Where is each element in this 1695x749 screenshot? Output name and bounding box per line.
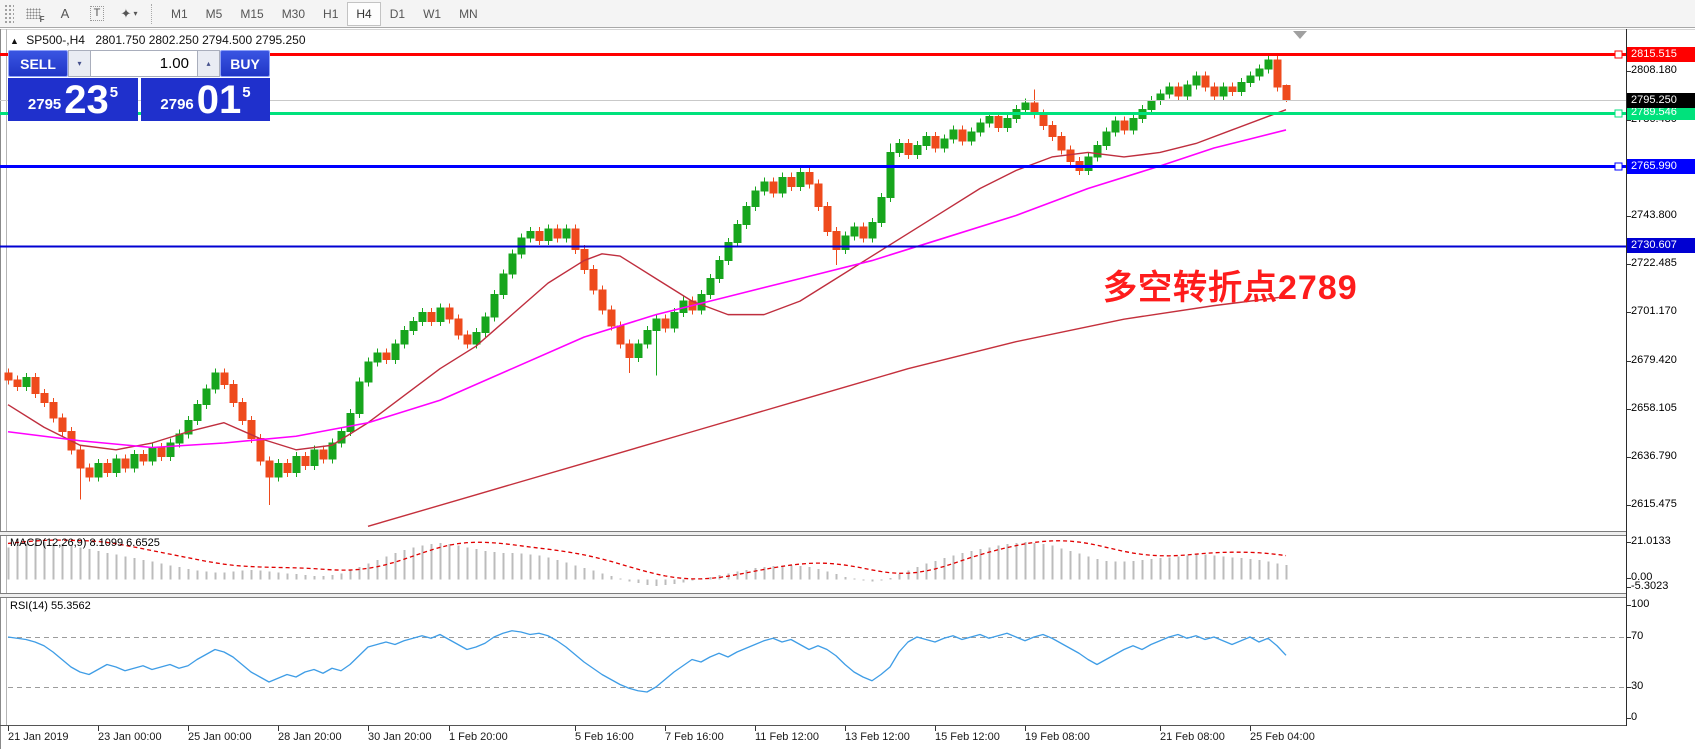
collapse-arrow-icon[interactable]: ▲ xyxy=(10,36,19,46)
toolbar-grip[interactable] xyxy=(4,3,14,24)
price-line-label: 2789.546 xyxy=(1627,105,1695,121)
time-axis-label: 23 Jan 00:00 xyxy=(98,731,162,743)
buy-button[interactable]: BUY xyxy=(220,50,270,77)
buy-price-small: 2796 xyxy=(160,96,194,113)
rsi-label: RSI(14) 55.3562 xyxy=(10,600,91,612)
axis-label: 21.0133 xyxy=(1631,535,1671,548)
axis-label: 30 xyxy=(1631,680,1644,692)
one-click-trading-panel: SELL ▾ 1.00 ▴ BUY 2795 23 5 2796 01 5 xyxy=(8,50,270,121)
dot-grid-icon: F xyxy=(25,8,45,24)
volume-increase-button[interactable]: ▴ xyxy=(197,50,220,77)
timeframe-button-h1[interactable]: H1 xyxy=(323,6,339,21)
price-line-label: 2765.990 xyxy=(1627,158,1695,174)
timeframe-group: M1 M5 M15 M30 H1 H4 D1 W1 MN xyxy=(162,1,487,26)
main-macd-separator[interactable] xyxy=(0,531,1626,536)
axis-label: 0.00 xyxy=(1631,571,1653,584)
rsi-bottom-border xyxy=(0,725,1626,726)
chart-text-annotation: 多空转折点2789 xyxy=(1103,269,1358,307)
arrows-icon: ✦ xyxy=(120,5,132,21)
axis-label: 70 xyxy=(1631,630,1644,642)
chart-header: ▲ SP500-,H4 2801.750 2802.250 2794.500 2… xyxy=(10,33,306,47)
time-axis-label: 25 Jan 00:00 xyxy=(188,731,252,743)
sell-price-small: 2795 xyxy=(27,96,62,113)
timeframe-button-m30[interactable]: M30 xyxy=(281,6,306,21)
sell-quote[interactable]: 2795 23 5 xyxy=(8,78,138,121)
volume-input[interactable]: 1.00 xyxy=(91,50,197,77)
timeframe-button-w1[interactable]: W1 xyxy=(423,6,442,21)
time-axis-label: 13 Feb 12:00 xyxy=(845,731,910,743)
timeframe-button-d1[interactable]: D1 xyxy=(389,6,406,21)
sell-price-big: 23 xyxy=(64,78,109,122)
ohlc-readout: 2801.750 2802.250 2794.500 2795.250 xyxy=(95,33,306,47)
timeframe-button-h4[interactable]: H4 xyxy=(347,1,381,26)
axis-label: 2722.485 xyxy=(1631,256,1677,269)
timeframe-button-m15[interactable]: M15 xyxy=(240,6,264,21)
axis-label: 2658.105 xyxy=(1631,401,1677,414)
toolbar: F A T ✦ ▾ M1 M5 M15 M30 H1 H4 D1 W1 MN xyxy=(0,0,1695,28)
timeframe-button-m1[interactable]: M1 xyxy=(171,6,188,21)
window-left-border xyxy=(0,29,1,749)
axis-label: 100 xyxy=(1631,597,1650,610)
price-axis-line xyxy=(1626,29,1627,726)
sell-button[interactable]: SELL xyxy=(8,50,68,77)
price-line-label: 2815.515 xyxy=(1627,46,1695,62)
buy-price-big: 01 xyxy=(196,78,242,122)
symbol-timeframe-label: SP500-,H4 xyxy=(26,33,85,47)
timeframe-button-mn[interactable]: MN xyxy=(459,6,478,21)
timeframe-button-m5[interactable]: M5 xyxy=(205,6,223,21)
axis-label: -5.3023 xyxy=(1631,580,1669,593)
buy-price-sup: 5 xyxy=(242,84,251,101)
boxed-t-icon: T xyxy=(89,6,105,21)
axis-label: 2701.170 xyxy=(1631,304,1677,317)
current-bar-marker-icon[interactable] xyxy=(1293,31,1307,39)
time-axis-label: 21 Jan 2019 xyxy=(8,731,69,743)
axis-label: 2743.800 xyxy=(1631,208,1677,221)
time-axis-label: 25 Feb 04:00 xyxy=(1250,731,1315,743)
letter-a-icon: A xyxy=(60,6,70,21)
axis-label: 2636.790 xyxy=(1631,449,1677,462)
axis-label: 2808.180 xyxy=(1631,64,1677,76)
time-axis-label: 19 Feb 08:00 xyxy=(1025,731,1090,743)
chart-grid-tool-icon[interactable]: F xyxy=(19,2,47,26)
time-axis-label: 21 Feb 08:00 xyxy=(1160,731,1225,743)
time-axis-label: 1 Feb 20:00 xyxy=(449,731,508,743)
buy-quote[interactable]: 2796 01 5 xyxy=(141,78,270,121)
time-axis-label: 11 Feb 12:00 xyxy=(755,731,820,743)
axis-label: 2615.475 xyxy=(1631,497,1677,510)
toolbar-separator xyxy=(151,3,156,24)
chart-top-border xyxy=(0,29,1695,30)
time-axis-label: 28 Jan 20:00 xyxy=(278,731,342,743)
axis-label: 0 xyxy=(1631,711,1638,724)
macd-rsi-separator[interactable] xyxy=(0,593,1626,598)
chevron-down-icon: ▾ xyxy=(133,9,138,18)
time-axis-label: 15 Feb 12:00 xyxy=(935,731,1000,743)
time-axis-label: 5 Feb 16:00 xyxy=(575,731,634,743)
axis-label: 2679.420 xyxy=(1631,353,1677,366)
volume-decrease-button[interactable]: ▾ xyxy=(68,50,91,77)
text-box-tool-icon[interactable]: T xyxy=(83,2,111,26)
arrow-objects-tool-icon[interactable]: ✦ ▾ xyxy=(115,2,143,26)
time-axis-label: 30 Jan 20:00 xyxy=(368,731,432,743)
macd-label: MACD(12,26,9) 8.1099 6.6525 xyxy=(10,537,160,549)
text-label-tool-icon[interactable]: A xyxy=(51,2,79,26)
sell-price-sup: 5 xyxy=(109,84,119,101)
price-line-label: 2730.607 xyxy=(1627,238,1695,254)
price-line-label: 2795.250 xyxy=(1627,92,1695,108)
time-axis-label: 7 Feb 16:00 xyxy=(665,731,724,743)
